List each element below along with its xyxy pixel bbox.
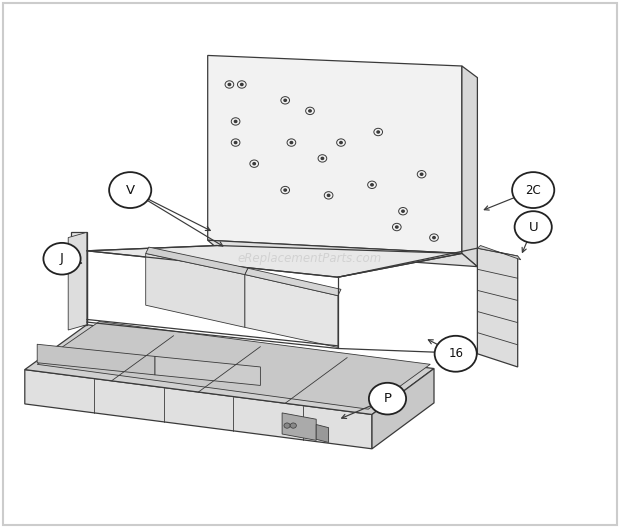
Polygon shape [245,268,341,296]
Circle shape [290,142,293,144]
Circle shape [253,163,255,165]
Polygon shape [25,325,434,414]
Circle shape [109,172,151,208]
Text: eReplacementParts.com: eReplacementParts.com [238,252,382,265]
Circle shape [228,83,231,86]
Text: U: U [528,221,538,233]
Text: J: J [60,252,64,265]
Polygon shape [87,246,462,277]
Circle shape [369,383,406,414]
Polygon shape [146,247,248,275]
Polygon shape [208,240,477,267]
Circle shape [435,336,477,372]
Polygon shape [155,356,260,385]
Circle shape [512,172,554,208]
Polygon shape [68,232,87,330]
Polygon shape [372,369,434,449]
Circle shape [284,423,290,428]
Circle shape [309,110,311,112]
Circle shape [396,226,398,228]
Circle shape [241,83,243,86]
Text: 16: 16 [448,347,463,360]
Text: V: V [126,184,135,196]
Circle shape [284,189,286,191]
Circle shape [377,131,379,133]
Text: P: P [384,392,391,405]
Polygon shape [208,55,462,253]
Circle shape [234,142,237,144]
Circle shape [515,211,552,243]
Polygon shape [477,246,521,260]
Polygon shape [282,413,316,440]
Polygon shape [25,370,372,449]
Polygon shape [245,275,338,347]
Circle shape [284,99,286,101]
Polygon shape [316,425,329,442]
Circle shape [402,210,404,212]
Text: 2C: 2C [525,184,541,196]
Polygon shape [146,253,245,327]
Polygon shape [37,322,430,409]
Polygon shape [71,232,87,325]
Circle shape [321,157,324,159]
Circle shape [420,173,423,175]
Circle shape [43,243,81,275]
Polygon shape [462,66,477,267]
Circle shape [433,237,435,239]
Circle shape [234,120,237,122]
Circle shape [327,194,330,196]
Circle shape [340,142,342,144]
Circle shape [290,423,296,428]
Polygon shape [477,248,518,367]
Polygon shape [37,344,155,375]
Circle shape [371,184,373,186]
